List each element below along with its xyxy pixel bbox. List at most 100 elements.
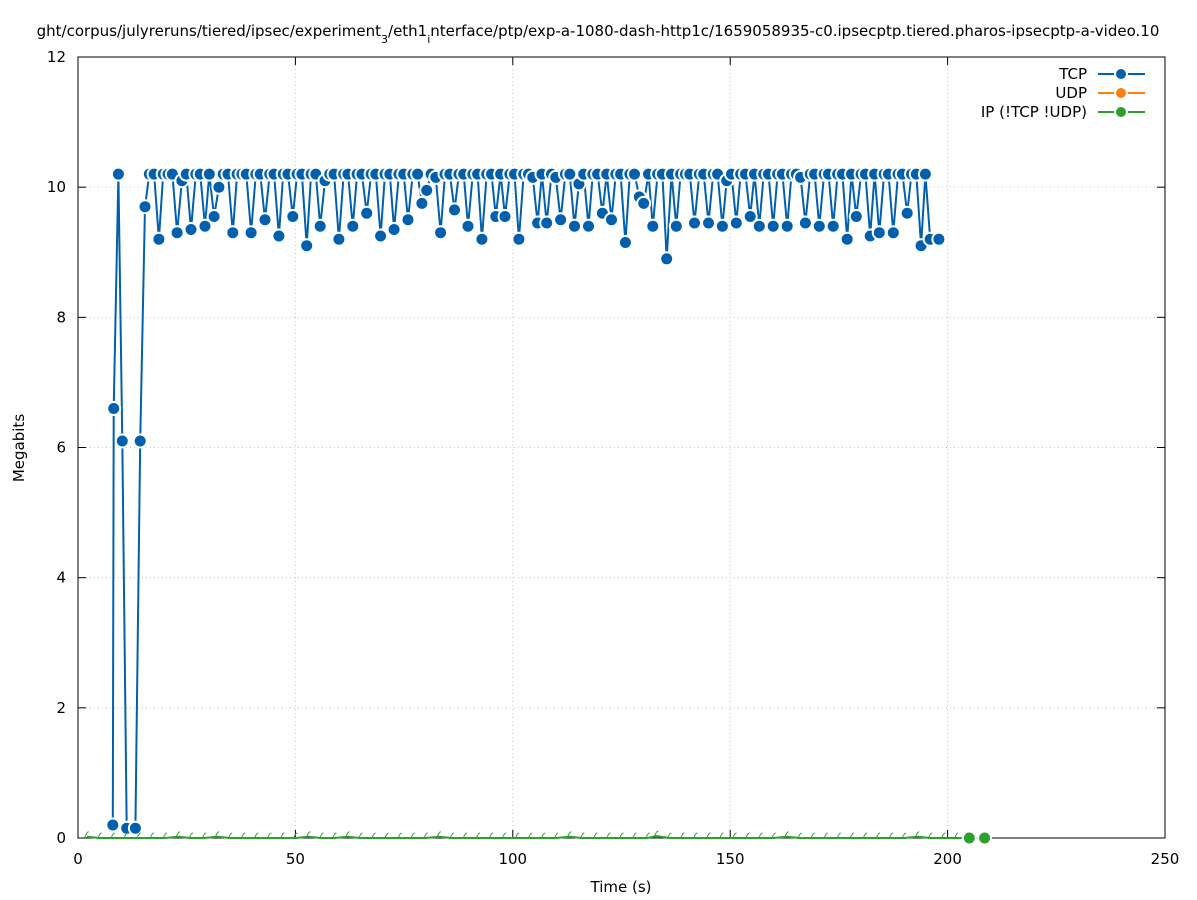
- data-point: [243, 225, 259, 241]
- data-point: [779, 218, 795, 234]
- data-point: [332, 832, 337, 840]
- data-point: [679, 832, 685, 840]
- data-point: [106, 401, 122, 416]
- data-point: [214, 831, 220, 838]
- data-point: [540, 832, 546, 840]
- data-point: [110, 832, 115, 840]
- data-point: [977, 830, 993, 846]
- data-point: [312, 218, 328, 234]
- data-point: [447, 202, 462, 218]
- data-point: [225, 225, 241, 241]
- data-point: [206, 209, 222, 224]
- data-point: [917, 166, 933, 182]
- data-point: [414, 195, 430, 211]
- data-point: [848, 209, 864, 224]
- x-tick-label: 200: [933, 850, 962, 868]
- data-point: [728, 215, 744, 231]
- data-point: [567, 218, 582, 234]
- y-tick-label: 12: [47, 48, 66, 66]
- data-point: [358, 832, 363, 840]
- data-point: [123, 832, 128, 840]
- data-point: [714, 218, 730, 234]
- data-point: [758, 832, 763, 840]
- data-point: [885, 225, 901, 241]
- data-point: [373, 228, 389, 244]
- series-layer: [84, 166, 993, 846]
- data-point: [839, 231, 855, 247]
- data-point: [666, 832, 672, 840]
- data-point: [462, 832, 468, 840]
- y-tick-label: 4: [56, 569, 66, 587]
- data-point: [127, 820, 143, 836]
- data-point: [410, 166, 426, 182]
- data-point: [497, 209, 513, 224]
- data-point: [823, 832, 828, 840]
- data-point: [359, 205, 375, 221]
- data-point: [227, 832, 233, 840]
- legend-marker: [1114, 105, 1128, 119]
- y-tick-label: 2: [56, 699, 66, 717]
- data-point: [553, 212, 569, 228]
- chart-title-part: nterface/ptp/exp-a-1080-dash-http1c/1659…: [430, 22, 1159, 40]
- data-point: [553, 832, 559, 840]
- data-point: [292, 832, 298, 840]
- y-tick-label: 10: [47, 178, 66, 196]
- data-point: [668, 218, 684, 234]
- data-point: [627, 166, 642, 182]
- data-point: [862, 832, 868, 840]
- data-point: [745, 832, 750, 840]
- data-point: [331, 231, 347, 247]
- data-point: [114, 433, 130, 449]
- data-point: [953, 832, 959, 840]
- data-point: [436, 831, 441, 838]
- data-point: [257, 212, 273, 228]
- x-tick-label: 50: [286, 850, 305, 868]
- data-point: [188, 832, 194, 840]
- data-point: [875, 832, 881, 840]
- data-point: [423, 832, 428, 840]
- chart-title-subscript: 3: [381, 33, 388, 46]
- data-point: [132, 433, 148, 449]
- data-point: [240, 832, 246, 840]
- data-point: [285, 209, 301, 224]
- data-point: [653, 830, 659, 838]
- data-point: [433, 225, 449, 241]
- data-point: [617, 235, 633, 250]
- data-point: [899, 205, 915, 221]
- data-point: [810, 832, 815, 840]
- data-point: [645, 218, 661, 234]
- data-point: [527, 832, 533, 840]
- data-point: [400, 212, 416, 228]
- chart-title-subscript: i: [427, 33, 430, 46]
- data-point: [566, 831, 572, 838]
- data-point: [645, 832, 650, 840]
- data-point: [97, 832, 102, 840]
- data-point: [149, 832, 154, 840]
- data-point: [797, 832, 802, 840]
- y-tick-label: 8: [56, 308, 66, 326]
- data-point: [742, 209, 758, 224]
- data-point: [797, 215, 813, 231]
- data-point: [659, 251, 675, 267]
- data-point: [765, 218, 781, 234]
- data-point: [606, 832, 611, 840]
- data-point: [110, 166, 126, 182]
- series-tcp: [105, 166, 947, 836]
- x-tick-label: 100: [498, 850, 527, 868]
- data-point: [305, 831, 311, 838]
- data-point: [84, 831, 89, 838]
- data-point: [784, 831, 789, 838]
- data-point: [592, 832, 598, 840]
- data-point: [397, 832, 402, 840]
- legend-label: UDP: [1055, 84, 1087, 102]
- data-point: [384, 832, 389, 840]
- data-point: [914, 831, 920, 838]
- data-point: [692, 832, 698, 840]
- data-point: [501, 832, 507, 840]
- axes: 0 50 100 150 200 250 0 2 4 6 8 10 12: [47, 48, 1179, 868]
- y-tick-label: 6: [56, 439, 66, 457]
- y-tick-label: 0: [56, 829, 66, 847]
- legend-marker: [1114, 86, 1128, 100]
- series-line: [111, 170, 939, 830]
